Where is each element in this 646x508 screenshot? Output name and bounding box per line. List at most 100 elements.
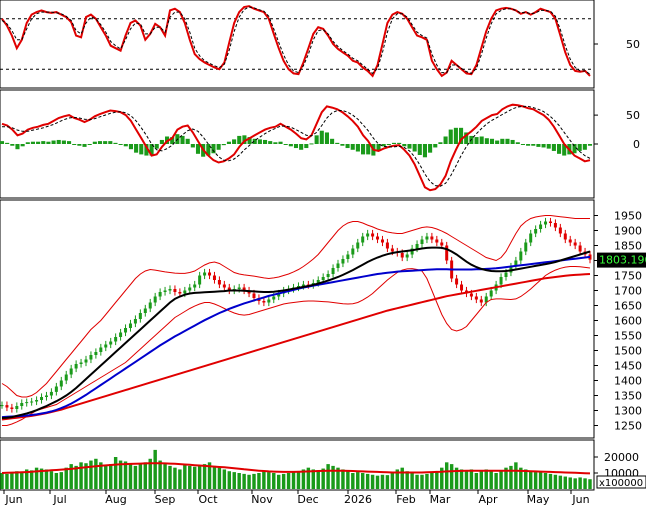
time-axis: Jun Jul Aug Sep Oct Nov Dec 2026 Feb Mar Apr May Jun: [3, 490, 590, 506]
macd-histogram-bar: [51, 140, 56, 144]
macd-histogram-bar: [557, 144, 562, 154]
candle-body: [326, 274, 330, 277]
macd-histogram-bar: [391, 142, 397, 144]
candle-body: [59, 380, 63, 387]
macd-histogram-bar: [355, 144, 360, 152]
volume-bar: [222, 469, 227, 489]
macd-histogram-bar: [118, 144, 123, 145]
volume-bar: [405, 471, 409, 489]
macd-histogram-bar: [386, 144, 391, 145]
macd-histogram-bar: [304, 144, 309, 149]
candle-body: [227, 287, 231, 291]
candle-body: [469, 293, 473, 297]
macd-histogram-bar: [340, 144, 345, 146]
candle-body: [553, 223, 557, 228]
volume-bar: [390, 473, 395, 489]
macd-histogram-bar: [288, 144, 293, 147]
candle-body: [484, 296, 488, 303]
volume-bar: [217, 467, 222, 489]
macd-axis: 50 0: [594, 109, 640, 151]
volume-unit-label: x100000: [599, 478, 643, 489]
candle-body: [212, 275, 216, 280]
price-tick-label: 1550: [614, 330, 642, 343]
volume-bar: [578, 477, 582, 489]
candle-body: [405, 254, 409, 258]
macd-histogram-bar: [144, 144, 149, 156]
macd-histogram-bar: [5, 142, 10, 144]
volume-bar: [548, 473, 553, 489]
volume-bar: [262, 471, 266, 489]
macd-histogram-bar: [438, 142, 443, 144]
macd-histogram-bar: [433, 144, 438, 148]
candle-body: [331, 268, 335, 274]
macd-histogram-bar: [247, 137, 252, 144]
macd-histogram-bar: [515, 142, 520, 144]
candle-body: [371, 233, 375, 237]
volume-bar: [267, 472, 271, 489]
candle-body: [563, 233, 567, 240]
volume-bar: [202, 464, 207, 489]
time-tick-label: Apr: [478, 493, 498, 506]
time-tick-label: Jun: [571, 493, 589, 506]
macd-histogram-bar: [232, 139, 237, 144]
volume-bar: [148, 458, 152, 489]
candle-body: [138, 313, 142, 319]
volume-bar: [24, 469, 29, 489]
volume-bar: [74, 465, 78, 489]
volume-bar: [39, 468, 44, 489]
macd-histogram-bar: [159, 139, 164, 144]
macd-tick-label: 50: [626, 109, 640, 122]
candle-body: [89, 355, 93, 360]
volume-bar: [10, 472, 14, 489]
price-plot-area: [0, 215, 592, 426]
stochastic-panel: 50: [0, 0, 640, 89]
candle-body: [262, 301, 266, 303]
volume-bar: [153, 449, 157, 489]
macd-histogram-bar: [541, 144, 546, 148]
macd-histogram-bar: [257, 139, 262, 144]
volume-bar: [375, 475, 380, 489]
time-tick-label: Jun: [4, 493, 22, 506]
volume-bar: [227, 471, 232, 489]
candle-body: [74, 364, 78, 369]
volume-bar: [449, 464, 454, 489]
price-tick-label: 1900: [614, 225, 642, 238]
price-tick-label: 1300: [614, 405, 642, 418]
volume-bar: [197, 465, 202, 489]
candle-body: [524, 242, 528, 252]
macd-histogram-bar: [67, 141, 72, 144]
volume-bar: [568, 477, 572, 489]
macd-histogram-bar: [20, 144, 25, 147]
volume-bar: [252, 473, 256, 489]
candle-body: [400, 253, 404, 258]
macd-histogram-bar: [484, 138, 489, 144]
time-tick-label: 2026: [344, 493, 372, 506]
time-tick-label: Jul: [52, 493, 66, 506]
volume-bar: [499, 471, 503, 489]
macd-histogram-bar: [366, 144, 371, 155]
macd-histogram-bar: [448, 129, 453, 144]
candle-body: [519, 251, 523, 261]
volume-bar: [341, 469, 345, 489]
candle-body: [64, 374, 68, 381]
macd-histogram-bar: [422, 144, 427, 158]
volume-bar: [247, 474, 251, 489]
volume-bar: [588, 479, 592, 489]
volume-bar: [479, 471, 484, 489]
candle-body: [410, 248, 414, 255]
macd-histogram-bar: [252, 138, 257, 144]
macd-histogram-bar: [72, 144, 77, 145]
stochastic-axis: 50: [594, 38, 640, 51]
candle-body: [5, 405, 9, 408]
price-tick-label: 1850: [614, 240, 642, 253]
candle-body: [54, 386, 58, 392]
volume-bar: [29, 470, 34, 489]
volume-bar: [528, 471, 533, 489]
candle-body: [109, 341, 113, 345]
volume-bar: [524, 469, 528, 489]
macd-histogram-bar: [134, 144, 139, 153]
macd-histogram-bar: [206, 144, 211, 156]
volume-bar: [54, 473, 59, 489]
stochastic-series-line: [1, 5, 591, 78]
price-tick-label: 1950: [614, 210, 642, 223]
